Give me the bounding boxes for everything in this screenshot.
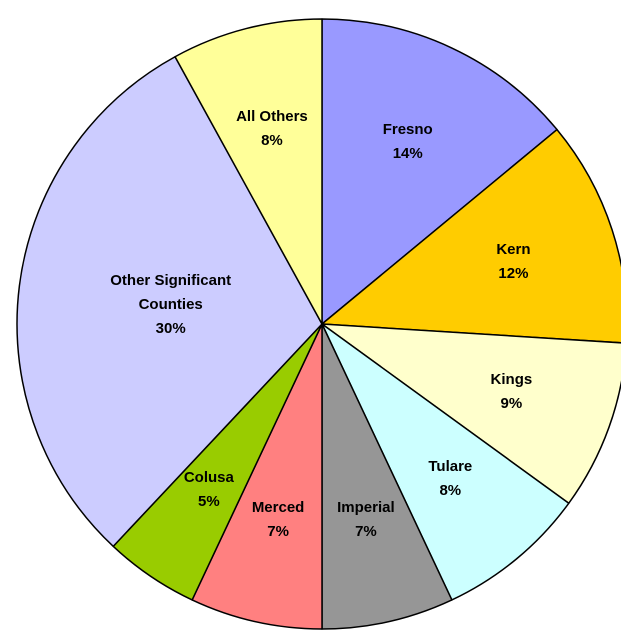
- pie-slice: [321, 128, 621, 344]
- slice-label: Kings 9%: [436, 368, 586, 416]
- slice-label: All Others 8%: [197, 105, 347, 153]
- pie-slice: [321, 323, 453, 630]
- pie-slice: [321, 18, 558, 325]
- slice-label: Other Significant Counties 30%: [96, 269, 246, 341]
- slice-label: Colusa 5%: [134, 466, 284, 514]
- category-label: Other Significant Counties: [110, 271, 232, 313]
- value-label: 9%: [500, 395, 523, 413]
- category-label: Merced: [251, 499, 305, 517]
- value-label: 7%: [267, 523, 289, 541]
- value-label: 14%: [392, 144, 423, 162]
- value-label: 8%: [261, 132, 283, 150]
- pie-slice: [321, 323, 621, 505]
- slice-label: Kern 12%: [438, 238, 588, 286]
- pie-slice: [16, 55, 323, 548]
- slice-label: Merced 7%: [203, 496, 353, 544]
- value-label: 12%: [498, 264, 529, 282]
- category-label: All Others: [236, 108, 308, 126]
- value-label: 7%: [355, 523, 377, 541]
- category-label: Tulare: [428, 458, 473, 476]
- category-label: Kern: [496, 240, 531, 258]
- slice-label: Imperial 7%: [291, 496, 441, 544]
- category-label: Fresno: [382, 120, 433, 138]
- slice-label: Tulare 8%: [375, 455, 525, 503]
- value-label: 8%: [439, 482, 462, 500]
- pie-slice: [191, 323, 323, 630]
- category-label: Imperial: [337, 499, 395, 517]
- category-label: Colusa: [183, 469, 234, 487]
- category-label: Kings: [490, 371, 533, 389]
- slice-label: Fresno 14%: [333, 118, 483, 166]
- value-label: 5%: [198, 493, 220, 511]
- pie-slice: [321, 323, 570, 601]
- value-label: 30%: [155, 319, 186, 337]
- pie-slice: [174, 18, 323, 325]
